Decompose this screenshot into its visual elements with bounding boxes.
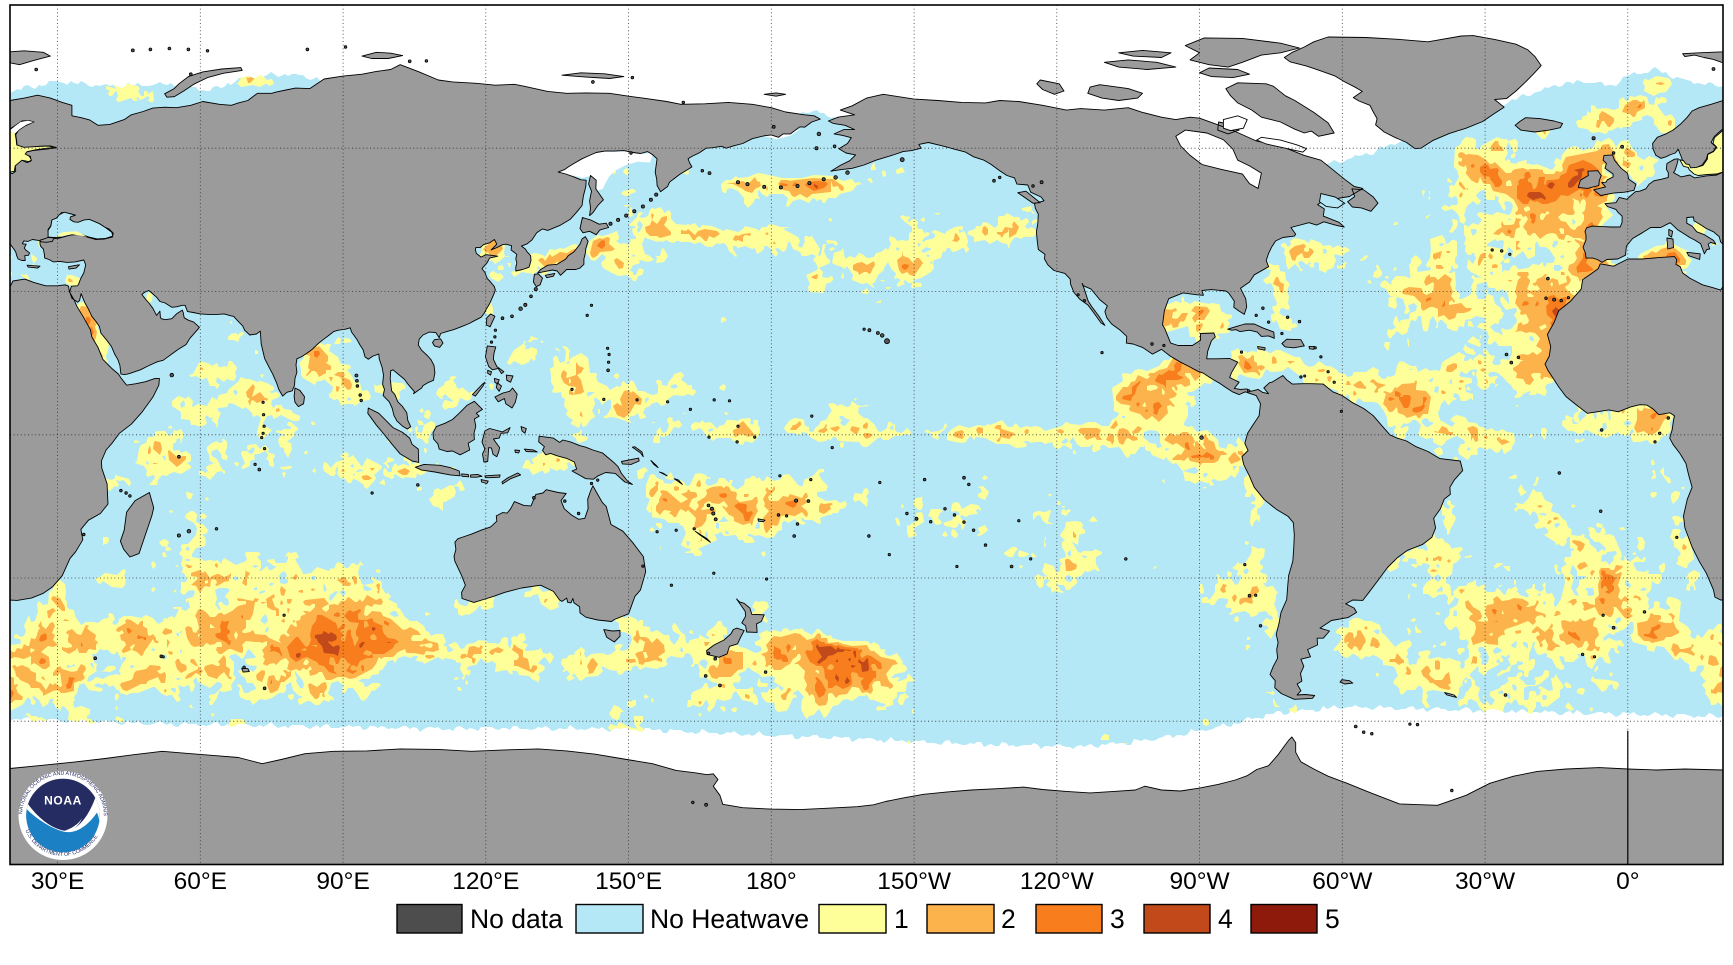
svg-text:5: 5 bbox=[1325, 904, 1340, 934]
svg-text:120°E: 120°E bbox=[452, 868, 519, 895]
svg-text:4: 4 bbox=[1218, 904, 1233, 934]
svg-text:1: 1 bbox=[894, 904, 909, 934]
svg-text:3: 3 bbox=[1110, 904, 1125, 934]
svg-text:30°E: 30°E bbox=[31, 868, 84, 895]
svg-text:2: 2 bbox=[1001, 904, 1016, 934]
svg-text:60°W: 60°W bbox=[1312, 868, 1373, 895]
svg-text:60°E: 60°E bbox=[174, 868, 227, 895]
svg-text:No Heatwave: No Heatwave bbox=[650, 904, 809, 934]
svg-text:No data: No data bbox=[470, 904, 563, 934]
svg-text:0°: 0° bbox=[1616, 868, 1639, 895]
svg-text:NOAA: NOAA bbox=[44, 794, 82, 808]
svg-text:30°W: 30°W bbox=[1455, 868, 1516, 895]
svg-text:150°E: 150°E bbox=[595, 868, 662, 895]
svg-text:180°: 180° bbox=[746, 868, 797, 895]
svg-text:150°W: 150°W bbox=[877, 868, 952, 895]
svg-text:90°E: 90°E bbox=[316, 868, 369, 895]
svg-text:90°W: 90°W bbox=[1170, 868, 1231, 895]
svg-text:120°W: 120°W bbox=[1020, 868, 1095, 895]
